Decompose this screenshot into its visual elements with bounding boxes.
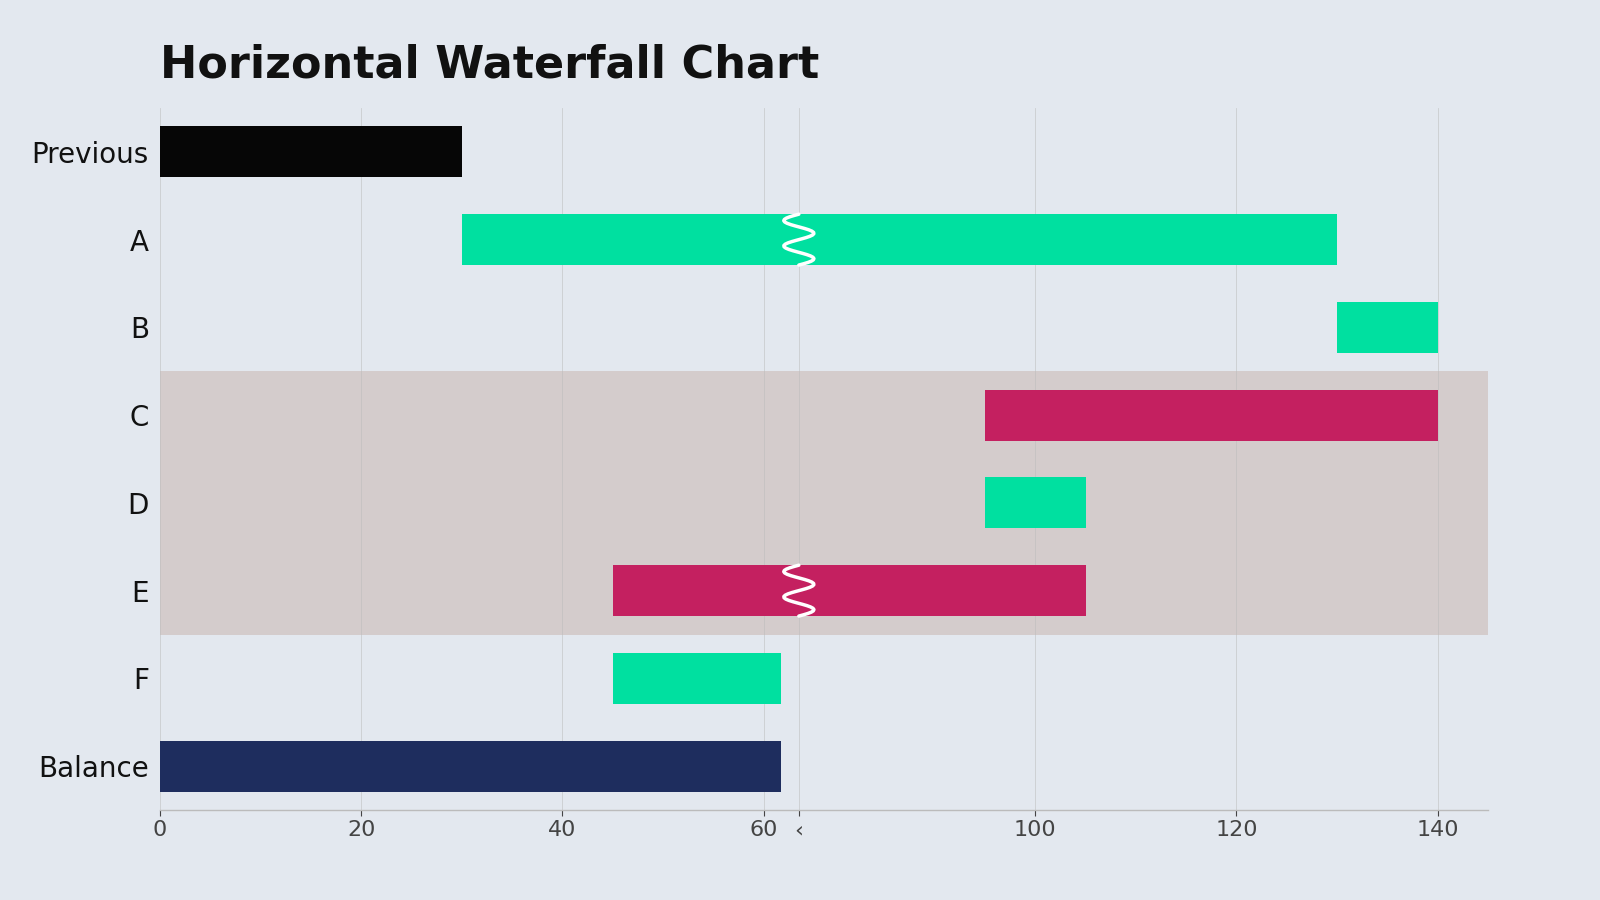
- Bar: [613, 565, 1085, 617]
- Bar: [1338, 302, 1438, 353]
- Bar: [160, 126, 462, 177]
- Bar: [462, 214, 1338, 266]
- Bar: [613, 652, 781, 704]
- Bar: [160, 741, 781, 792]
- Bar: [986, 477, 1085, 528]
- Bar: [160, 371, 1488, 634]
- Text: Horizontal Waterfall Chart: Horizontal Waterfall Chart: [160, 43, 819, 86]
- Bar: [986, 390, 1438, 441]
